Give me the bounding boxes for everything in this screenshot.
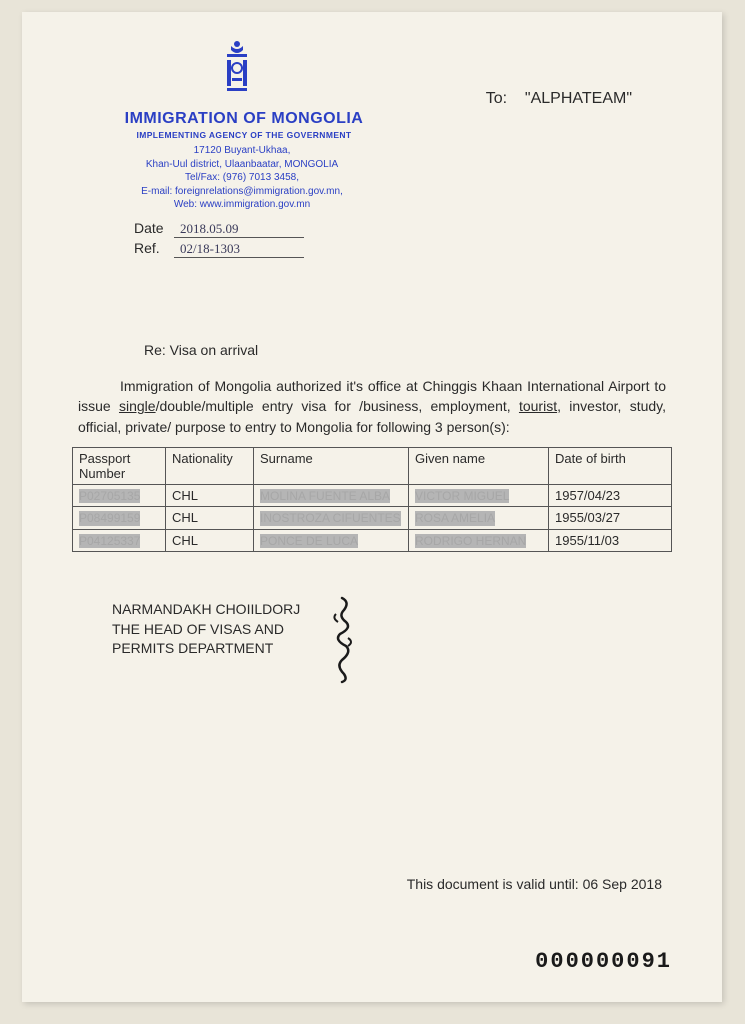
- signatory-title: THE HEAD OF VISAS AND: [112, 620, 672, 640]
- address-block: 17120 Buyant-Ukhaa, Khan-Uul district, U…: [92, 144, 392, 212]
- to-value: "ALPHATEAM": [525, 90, 632, 107]
- col-nationality: Nationality: [166, 447, 254, 484]
- persons-table: Passport Number Nationality Surname Give…: [72, 447, 672, 552]
- cell-nationality: CHL: [166, 484, 254, 506]
- redacted-passport: P02705135: [79, 489, 140, 503]
- redacted-surname: INOSTROZA CIFUENTES: [260, 511, 401, 525]
- email-line: E-mail: foreignrelations@immigration.gov…: [92, 185, 392, 199]
- table-row: P08499159 CHL INOSTROZA CIFUENTES ROSA A…: [73, 507, 672, 529]
- cell-dob: 1955/11/03: [549, 529, 672, 551]
- document-number: 000000091: [535, 949, 672, 974]
- signatory-name: NARMANDAKH CHOIILDORJ: [112, 600, 672, 620]
- agency-subtitle: IMPLEMENTING AGENCY OF THE GOVERNMENT: [94, 130, 394, 140]
- redacted-surname: PONCE DE LUCA: [260, 534, 358, 548]
- validity-line: This document is valid until: 06 Sep 201…: [407, 876, 662, 892]
- date-label: Date: [134, 220, 174, 236]
- table-row: P04125337 CHL PONCE DE LUCA RODRIGO HERN…: [73, 529, 672, 551]
- cell-nationality: CHL: [166, 529, 254, 551]
- signatory-title: PERMITS DEPARTMENT: [112, 639, 672, 659]
- signature-icon: [322, 594, 362, 684]
- to-label: To:: [486, 90, 507, 107]
- soyombo-logo: [217, 38, 257, 94]
- redacted-given: RODRIGO HERNAN: [415, 534, 526, 548]
- cell-dob: 1955/03/27: [549, 507, 672, 529]
- ref-value: 02/18-1303: [174, 241, 304, 258]
- col-surname: Surname: [254, 447, 409, 484]
- col-given: Given name: [409, 447, 549, 484]
- web-line: Web: www.immigration.gov.mn: [92, 198, 392, 212]
- redacted-passport: P08499159: [79, 511, 140, 525]
- redacted-passport: P04125337: [79, 534, 140, 548]
- date-ref-block: Date 2018.05.09 Ref. 02/18-1303: [134, 220, 304, 260]
- telfax-line: Tel/Fax: (976) 7013 3458,: [92, 171, 392, 185]
- address-line: 17120 Buyant-Ukhaa,: [92, 144, 392, 158]
- redacted-given: VICTOR MIGUEL: [415, 489, 509, 503]
- col-dob: Date of birth: [549, 447, 672, 484]
- date-value: 2018.05.09: [174, 221, 304, 238]
- recipient-block: To: "ALPHATEAM": [486, 90, 632, 108]
- body-paragraph: Immigration of Mongolia authorized it's …: [72, 376, 672, 437]
- letterhead: To: "ALPHATEAM" IMMIGRATION OF MONGOLIA …: [72, 32, 672, 222]
- agency-title-block: IMMIGRATION OF MONGOLIA IMPLEMENTING AGE…: [94, 110, 394, 140]
- redacted-surname: MOLINA FUENTE ALBA: [260, 489, 390, 503]
- signatory-block: NARMANDAKH CHOIILDORJ THE HEAD OF VISAS …: [112, 600, 672, 659]
- address-line: Khan-Uul district, Ulaanbaatar, MONGOLIA: [92, 158, 392, 172]
- col-passport: Passport Number: [73, 447, 166, 484]
- redacted-given: ROSA AMELIA: [415, 511, 495, 525]
- document-page: To: "ALPHATEAM" IMMIGRATION OF MONGOLIA …: [22, 12, 722, 1002]
- cell-dob: 1957/04/23: [549, 484, 672, 506]
- ref-label: Ref.: [134, 240, 174, 256]
- subject-line: Re: Visa on arrival: [144, 342, 672, 358]
- cell-nationality: CHL: [166, 507, 254, 529]
- table-row: P02705135 CHL MOLINA FUENTE ALBA VICTOR …: [73, 484, 672, 506]
- table-header-row: Passport Number Nationality Surname Give…: [73, 447, 672, 484]
- agency-name: IMMIGRATION OF MONGOLIA: [94, 110, 394, 128]
